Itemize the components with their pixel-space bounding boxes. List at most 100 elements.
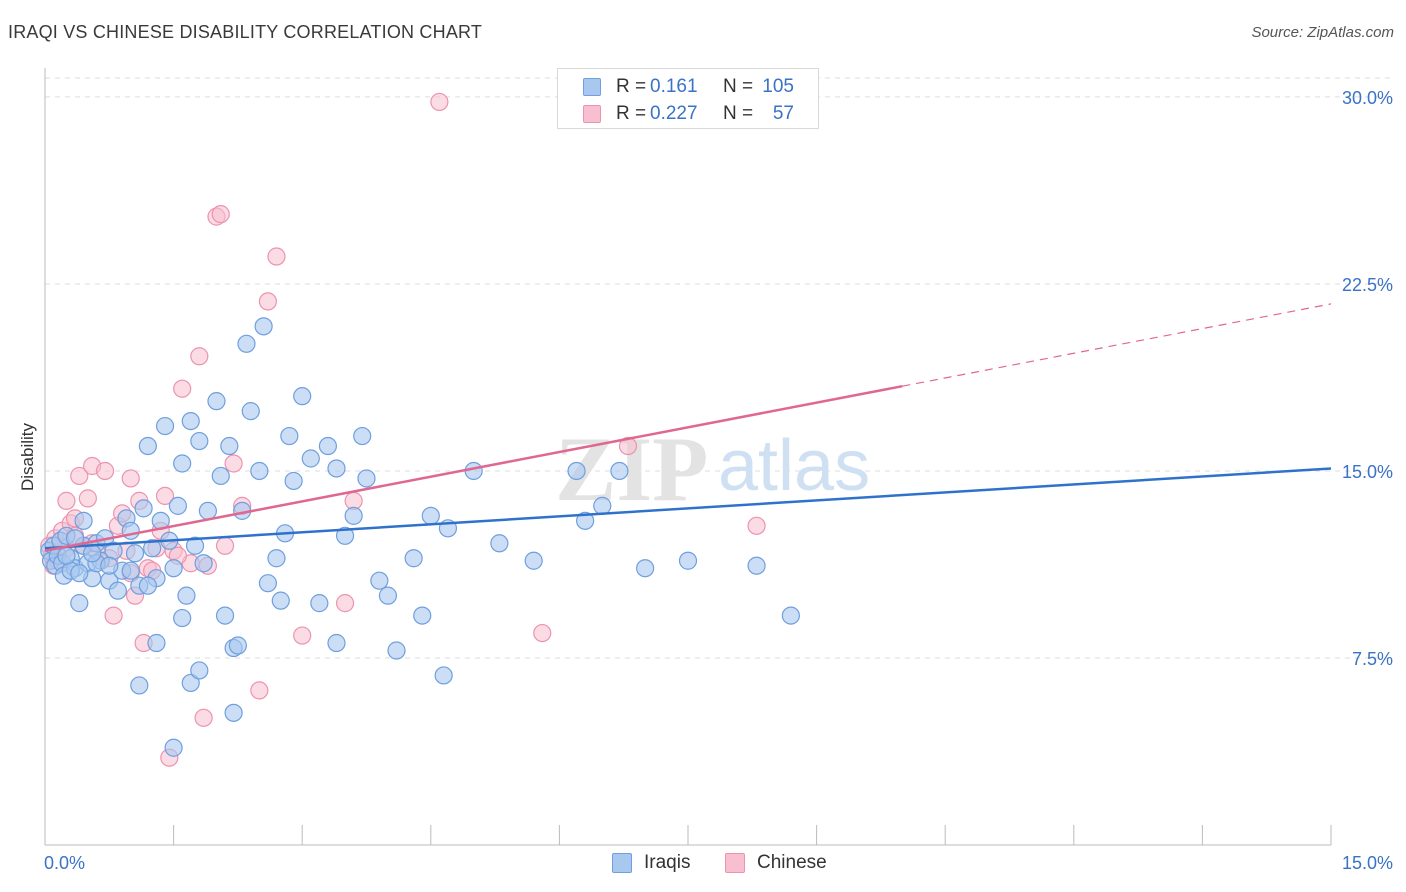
iraqis-point bbox=[413, 606, 432, 625]
legend-row-chinese: R = 0.227 N = 57 bbox=[558, 101, 818, 127]
iraqis-point bbox=[404, 549, 423, 568]
iraqis-point bbox=[70, 594, 89, 613]
iraqis-point bbox=[138, 576, 157, 595]
chinese-point bbox=[95, 461, 115, 481]
iraqis-point bbox=[490, 534, 509, 553]
iraqis-point bbox=[125, 544, 145, 563]
iraqis-point bbox=[636, 559, 655, 578]
iraqis-point bbox=[250, 461, 269, 481]
chinese-point bbox=[747, 516, 766, 535]
iraqis-point bbox=[211, 466, 230, 486]
iraqis-point bbox=[593, 496, 612, 515]
iraqis-point bbox=[143, 539, 162, 558]
iraqis-point bbox=[335, 526, 355, 545]
iraqis-point bbox=[254, 317, 273, 336]
chinese-point bbox=[78, 489, 97, 508]
r-value: 0.161 bbox=[650, 76, 698, 97]
y-tick-label: 15.0% bbox=[1342, 462, 1393, 482]
iraqis-point bbox=[74, 511, 93, 530]
chart-title: IRAQI VS CHINESE DISABILITY CORRELATION … bbox=[8, 22, 483, 42]
iraqis-point bbox=[190, 661, 209, 680]
y-tick-label: 7.5% bbox=[1352, 649, 1393, 669]
iraqis-point bbox=[747, 556, 766, 575]
iraqis-point bbox=[464, 461, 483, 481]
n-label: N = bbox=[723, 103, 754, 124]
chinese-point bbox=[533, 623, 552, 643]
iraqis-point bbox=[228, 636, 247, 655]
r-value: 0.227 bbox=[650, 103, 698, 124]
iraqis-point bbox=[121, 521, 140, 540]
chinese-point bbox=[70, 466, 89, 486]
iraqis-point bbox=[280, 426, 299, 446]
chinese-point bbox=[258, 292, 278, 311]
r-label: R = bbox=[616, 76, 647, 97]
iraqis-point bbox=[327, 459, 346, 478]
iraqis-point bbox=[198, 501, 217, 520]
iraqis-point bbox=[164, 738, 183, 757]
iraqis-point bbox=[57, 546, 76, 565]
iraqis-legend-label: Iraqis bbox=[644, 852, 691, 873]
iraqis-point bbox=[194, 554, 213, 573]
iraqis-point bbox=[353, 426, 372, 446]
iraqis-point bbox=[678, 551, 698, 570]
chinese-point bbox=[104, 606, 123, 625]
chinese-point bbox=[293, 626, 312, 645]
iraqis-point bbox=[357, 469, 376, 488]
iraqis-point bbox=[215, 606, 235, 625]
iraqis-point bbox=[224, 703, 243, 722]
legend-row-iraqis: R = 0.161 N = 105 bbox=[558, 74, 818, 100]
iraqis-trendline bbox=[44, 467, 1332, 550]
watermark: ZIP atlas bbox=[555, 418, 870, 520]
iraqis-point bbox=[237, 334, 256, 353]
iraqis-point bbox=[421, 506, 440, 525]
chinese-point bbox=[215, 536, 235, 555]
iraqis-point bbox=[271, 591, 290, 610]
iraqis-point bbox=[220, 436, 239, 456]
grid-layer bbox=[45, 77, 1390, 659]
chinese-legend-label: Chinese bbox=[757, 852, 827, 873]
iraqis-point bbox=[387, 641, 406, 660]
iraqis-point bbox=[318, 436, 338, 456]
iraqis-point bbox=[168, 496, 187, 515]
iraqis-legend-swatch bbox=[612, 853, 632, 873]
iraqis-point bbox=[130, 676, 149, 695]
chinese-trendline-extension bbox=[902, 303, 1332, 387]
iraqis-point bbox=[378, 586, 398, 605]
chinese-point bbox=[155, 486, 175, 506]
iraqis-point bbox=[310, 594, 329, 613]
x-tick-label: 0.0% bbox=[44, 853, 85, 873]
chinese-point bbox=[194, 708, 213, 727]
iraqis-point bbox=[434, 666, 453, 685]
chinese-point bbox=[267, 247, 286, 266]
iraqis-point bbox=[327, 633, 346, 653]
iraqis-point bbox=[241, 402, 260, 421]
chinese-point bbox=[57, 491, 76, 510]
chinese-point bbox=[224, 454, 243, 473]
iraqis-point bbox=[70, 564, 89, 583]
n-value: 105 bbox=[762, 76, 794, 97]
iraqis-point bbox=[185, 536, 205, 555]
iraqis-point bbox=[284, 471, 303, 491]
chinese-point bbox=[121, 469, 140, 488]
iraqis-point bbox=[207, 392, 226, 411]
chinese-point bbox=[430, 92, 449, 112]
iraqis-point bbox=[181, 673, 200, 693]
iraqis-point bbox=[108, 581, 127, 600]
iraqis-point bbox=[147, 633, 166, 653]
chinese-point bbox=[190, 347, 209, 366]
iraqis-point bbox=[155, 416, 175, 436]
iraqis-point bbox=[134, 499, 153, 518]
iraqis-point bbox=[173, 454, 192, 473]
tick-labels: 7.5% 15.0% 22.5% 30.0% 0.0% 15.0% Disability bbox=[18, 88, 1393, 873]
iraqis-points bbox=[40, 317, 800, 757]
iraqis-point bbox=[344, 506, 363, 525]
iraqis-point bbox=[781, 606, 800, 625]
n-value: 57 bbox=[772, 103, 794, 124]
n-label: N = bbox=[723, 76, 754, 97]
iraqis-point bbox=[177, 586, 196, 605]
iraqis-point bbox=[100, 556, 119, 575]
chinese-legend-swatch bbox=[725, 853, 745, 873]
x-tick-label: 15.0% bbox=[1342, 853, 1393, 873]
iraqis-point bbox=[293, 387, 312, 406]
iraqis-point bbox=[121, 561, 140, 580]
